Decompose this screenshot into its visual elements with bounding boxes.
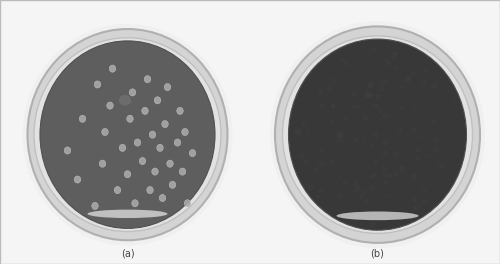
Ellipse shape xyxy=(152,168,158,175)
Ellipse shape xyxy=(149,131,156,138)
Ellipse shape xyxy=(120,144,126,151)
Ellipse shape xyxy=(134,139,141,146)
Ellipse shape xyxy=(124,171,131,178)
Ellipse shape xyxy=(147,186,153,194)
Ellipse shape xyxy=(94,81,101,88)
Ellipse shape xyxy=(159,194,166,202)
Ellipse shape xyxy=(184,200,191,207)
Ellipse shape xyxy=(174,139,181,146)
Ellipse shape xyxy=(22,24,233,246)
Ellipse shape xyxy=(40,41,215,228)
Ellipse shape xyxy=(28,29,228,240)
Ellipse shape xyxy=(109,65,116,72)
Ellipse shape xyxy=(102,129,108,136)
Text: (a): (a) xyxy=(120,248,134,258)
Ellipse shape xyxy=(107,102,113,109)
Ellipse shape xyxy=(275,26,480,243)
Ellipse shape xyxy=(282,36,472,233)
Ellipse shape xyxy=(99,160,106,167)
Ellipse shape xyxy=(92,202,98,210)
Text: (b): (b) xyxy=(370,248,384,258)
Ellipse shape xyxy=(189,149,196,157)
Ellipse shape xyxy=(64,147,71,154)
Ellipse shape xyxy=(167,160,173,167)
Ellipse shape xyxy=(177,107,183,115)
Ellipse shape xyxy=(169,181,176,188)
Ellipse shape xyxy=(288,39,467,230)
Ellipse shape xyxy=(129,89,136,96)
Ellipse shape xyxy=(162,120,168,128)
Ellipse shape xyxy=(127,115,133,122)
Ellipse shape xyxy=(182,129,188,136)
Ellipse shape xyxy=(336,211,418,220)
Ellipse shape xyxy=(79,115,86,122)
Ellipse shape xyxy=(88,210,168,218)
Ellipse shape xyxy=(142,107,148,115)
Ellipse shape xyxy=(144,76,151,83)
Ellipse shape xyxy=(34,38,221,232)
Ellipse shape xyxy=(132,200,138,207)
Ellipse shape xyxy=(74,176,81,183)
Ellipse shape xyxy=(114,186,121,194)
Ellipse shape xyxy=(139,157,146,165)
Ellipse shape xyxy=(157,144,163,151)
Ellipse shape xyxy=(154,97,161,104)
Ellipse shape xyxy=(119,95,131,106)
Ellipse shape xyxy=(179,168,186,175)
Ellipse shape xyxy=(270,21,485,248)
Ellipse shape xyxy=(164,83,171,91)
